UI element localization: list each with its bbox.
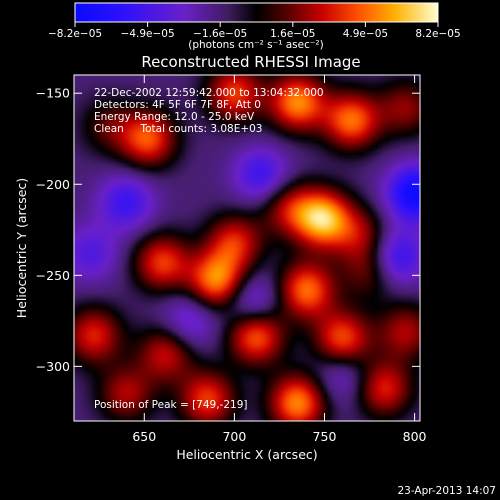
y-tick-label: −250 [36,268,70,283]
y-tick-label: −200 [36,177,70,192]
y-tick-label: −150 [36,86,70,101]
colorbar [74,2,439,23]
x-tick-label: 750 [313,429,337,444]
plot-frame [73,74,421,422]
colorbar-tick-label: −1.6e−05 [193,28,247,40]
detectors-annotation: Detectors: 4F 5F 6F 7F 8F, Att 0 [94,99,261,111]
x-axis-label: Heliocentric X (arcsec) [176,447,317,462]
footer-timestamp: 23-Apr-2013 14:07 [397,485,496,497]
time-range-annotation: 22-Dec-2002 12:59:42.000 to 13:04:32.000 [94,87,324,99]
colorbar-tick-label: 4.9e−05 [343,28,388,40]
clean-counts-annotation: Clean Total counts: 3.08E+03 [94,123,263,135]
chart-title: Reconstructed RHESSI Image [141,53,360,71]
heatmap-image [74,75,420,421]
colorbar-tick-label: 1.6e−05 [270,28,315,40]
colorbar-tick-label: −8.2e−05 [48,28,102,40]
y-tick-label: −300 [36,359,70,374]
peak-position-annotation: Position of Peak = [749,-219] [94,399,248,411]
colorbar-unit-label: (photons cm⁻² s⁻¹ asec⁻²) [188,39,323,51]
energy-range-annotation: Energy Range: 12.0 - 25.0 keV [94,111,255,123]
x-tick-label: 700 [222,429,246,444]
x-tick-label: 650 [132,429,156,444]
colorbar-tick-label: 8.2e−05 [415,28,460,40]
y-axis-label: Heliocentric Y (arcsec) [14,178,29,318]
colorbar-ticks: −8.2e−05 −4.9e−05 −1.6e−05 1.6e−05 4.9e−05 8.… [48,22,461,40]
axis-ticks: 650 700 750 800 −300 −250 −200 −150 [36,75,427,444]
colorbar-tick-label: −4.9e−05 [121,28,175,40]
x-tick-label: 800 [403,429,427,444]
